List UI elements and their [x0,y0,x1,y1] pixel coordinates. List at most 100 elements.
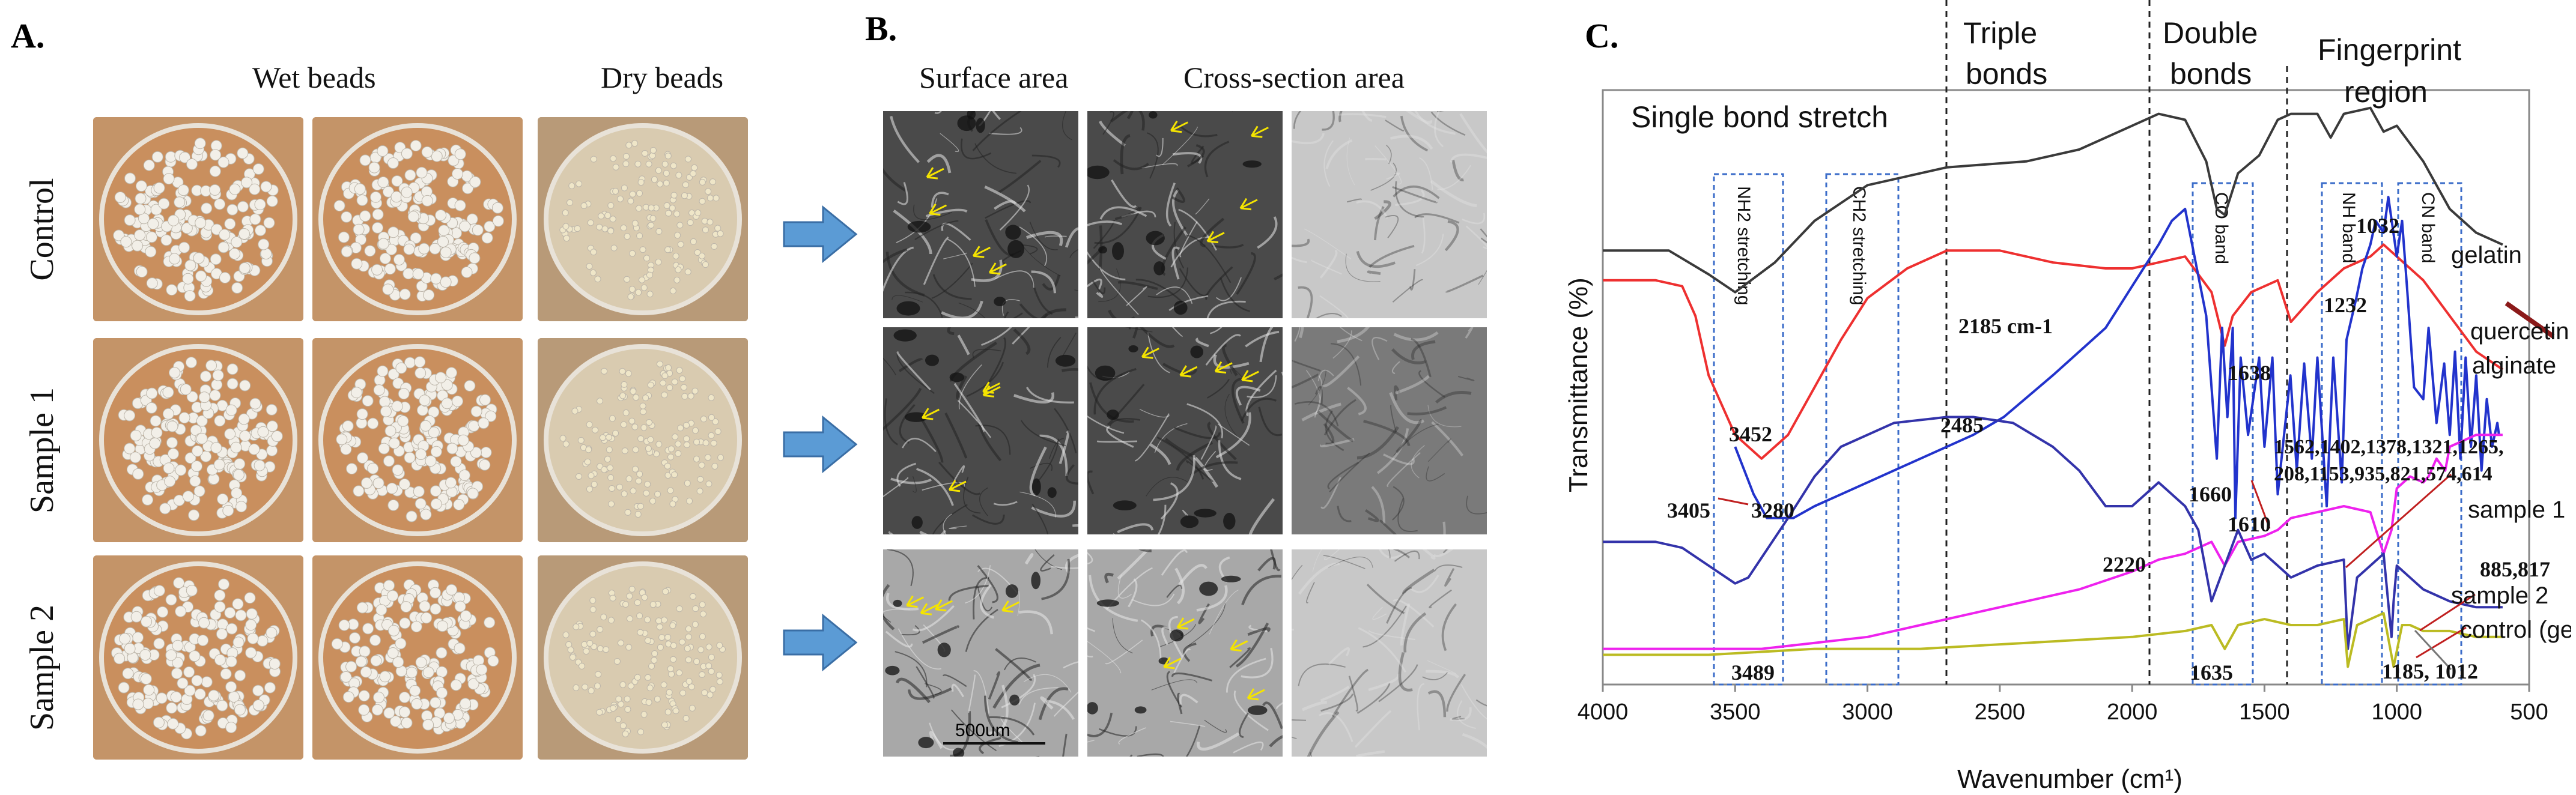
arrow-icon [783,415,858,474]
peak-3452: 3452 [1729,422,1772,446]
peak-1638: 1638 [2228,361,2271,385]
x-tick-label: 2000 [2107,700,2158,725]
pore-arrow-icon [935,599,953,612]
peak-multi-line2: 208,1153,935,821,574,614 [2274,463,2492,485]
pore-arrow-icon [982,381,1001,394]
peak-2485: 2485 [1940,413,1984,437]
panel-a-header-wet: Wet beads [252,61,376,94]
series-line-sample-2 [1603,416,2503,650]
region-triple-label-1: Triple [1963,16,2037,50]
peak-3280: 3280 [1751,498,1794,522]
callout-quercetin-bar [2505,301,2555,339]
band-label-nh2: NH2 stretching [1734,186,1754,305]
peak-multi-line1: 1562,1402,1378,1321,1265, [2274,436,2504,458]
sem-image [883,327,1078,534]
x-axis-label: Wavenumber (cm¹) [1957,764,2183,794]
panel-b-header-surface: Surface area [919,61,1069,94]
callout-1660 [2250,480,2271,529]
arrow-icon [783,205,858,264]
pore-arrow-icon [1141,346,1159,359]
callout-lines [1718,301,2555,671]
bead-photo [312,555,523,760]
peak-3489: 3489 [1731,660,1775,685]
region-double-label-1: Double [2163,16,2258,50]
bead-photo [93,555,303,760]
series-label-quercetin: quercetin [2470,318,2569,345]
region-triple-label-2: bonds [1966,57,2047,91]
x-tick-label: 500 [2510,700,2548,725]
region-finger-label-1: Fingerprint [2318,33,2461,67]
pore-arrow-icon [920,603,938,615]
pore-arrow-icon [926,167,944,180]
peak-2220: 2220 [2103,552,2146,576]
pore-arrow-icon [1001,600,1020,613]
scale-bar-label: 500um [955,721,1010,740]
x-tick-label: 3000 [1842,700,1893,725]
peak-2185: 2185 cm-1 [1958,314,2053,338]
x-tick-label: 3500 [1710,700,1761,725]
scale-bar: 500um [943,721,1045,751]
sem-image [1087,549,1283,757]
panel-arrows [783,205,858,672]
scale-bar-line [943,742,1045,745]
bead-photo [93,117,303,321]
callout-multi [2345,473,2452,569]
x-tick-label: 1500 [2239,700,2290,725]
y-axis-label: Transmittance (%) [1564,277,1593,492]
bead-photo [93,338,303,542]
pore-arrow-icon [922,408,940,420]
panel-a-row-sample2: Sample 2 [23,605,61,731]
sem-image [1292,327,1487,534]
panel-b-header-cross: Cross-section area [1183,61,1405,94]
band-label-ch2: CH2 stretching [1849,186,1869,305]
panel-a-row-control: Control [23,178,61,281]
sem-image [1292,549,1487,757]
band-box-co [2192,182,2254,686]
series-line-sample-1 [1603,434,2503,650]
sem-image [1087,327,1283,534]
ftir-chart: Single bond stretch Triple bonds Double … [1564,0,2571,794]
panel-a-letter: A. [11,16,45,55]
peak-1232: 1232 [2324,293,2367,317]
bead-photo [312,338,523,542]
pore-arrow-icon [1247,688,1265,701]
arrow-icon [783,613,858,672]
sem-image [883,549,1078,757]
series-label-sample1: sample 1 [2468,497,2565,523]
x-tick-label: 2500 [1975,700,2026,725]
panel-a-row-sample1: Sample 1 [23,387,61,513]
band-box-nh2 [1713,173,1784,686]
pore-arrow-icon [973,246,991,258]
peak-885-817: 885,817 [2480,557,2550,581]
panel-c-letter: C. [1585,16,1619,55]
callout-sample2 [2416,626,2467,659]
series-label-sample2: sample 2 [2451,582,2548,609]
pore-arrow-icon [1179,365,1198,378]
band-label-cn: CN band [2418,192,2438,263]
series-line-control-gel-alg [1603,612,2503,668]
region-finger-label-2: region [2344,75,2428,109]
pore-arrow-icon [1206,231,1225,244]
pore-arrow-icon [948,480,967,492]
series-line-quercetin [1734,196,2500,519]
series-label-gelatin: gelatin [2451,242,2522,268]
pore-arrow-icon [1170,120,1188,133]
peak-3405: 3405 [1667,498,1710,522]
series-lines [1603,106,2504,668]
pore-arrow-icon [1214,361,1233,374]
series-label-alginate: alginate [2472,352,2556,379]
peak-1032: 1032 [2356,214,2399,238]
peak-1610: 1610 [2228,512,2271,536]
plot-frame [1602,89,2530,686]
sem-image [883,111,1078,318]
pore-arrow-icon [906,595,925,608]
peak-1660: 1660 [2189,482,2232,506]
panel-a-header-dry: Dry beads [601,61,724,94]
region-dividers [1945,0,2288,685]
band-label-nh: NH band [2339,192,2359,263]
callout-3405 [1718,497,1749,506]
pore-arrow-icon [1251,125,1269,138]
sem-image [1292,111,1487,318]
x-tick-label: 1000 [2371,700,2422,725]
